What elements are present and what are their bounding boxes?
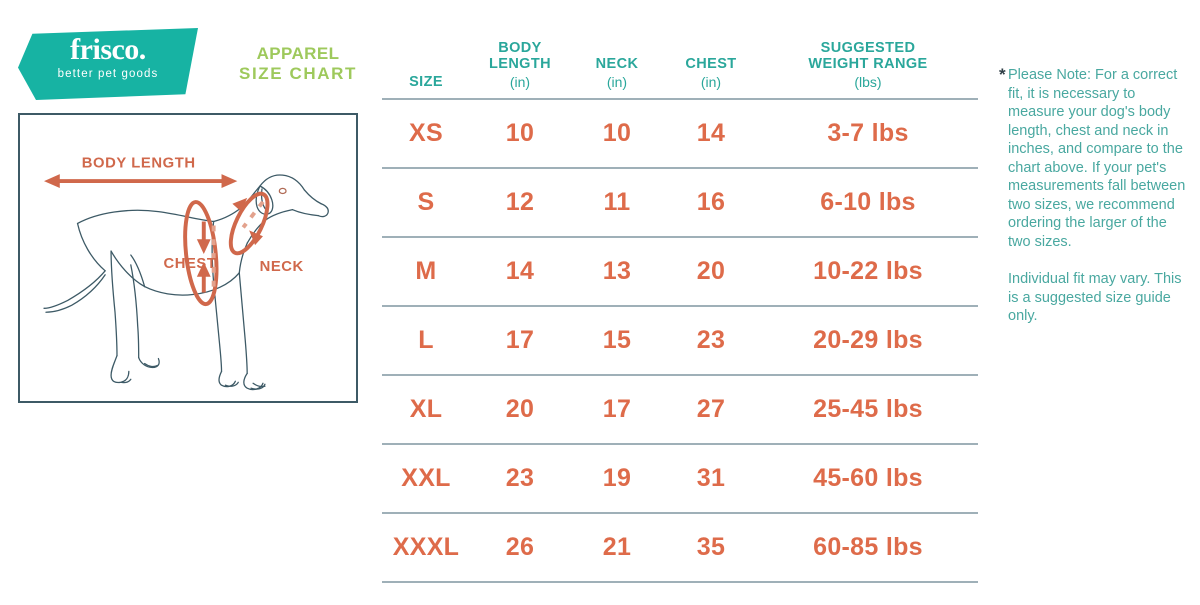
table-cell-body-length: 17 bbox=[470, 306, 570, 376]
note-paragraph-1: Please Note: For a correct fit, it is ne… bbox=[1008, 67, 1186, 250]
table-cell-weight: 10-22 lbs bbox=[758, 237, 978, 307]
table-row: S 12 11 16 6-10 lbs bbox=[382, 168, 978, 238]
table-cell-weight: 6-10 lbs bbox=[758, 168, 978, 238]
page-title-line1: APPAREL bbox=[256, 44, 340, 63]
brand-logo: frisco. better pet goods bbox=[18, 28, 198, 100]
table-cell-neck: 19 bbox=[570, 444, 664, 514]
column-header-chest-label: CHEST bbox=[685, 56, 737, 72]
apparel-size-table: SIZE BODY LENGTH (in) NECK (in) CHEST (i… bbox=[382, 40, 978, 583]
page-title-line2: SIZE CHART bbox=[239, 64, 357, 83]
table-cell-body-length: 10 bbox=[470, 99, 570, 169]
table-cell-chest: 35 bbox=[664, 513, 758, 583]
table-cell-size: XL bbox=[382, 375, 470, 445]
chest-label: CHEST bbox=[163, 256, 216, 272]
logo-banner-shape bbox=[18, 28, 198, 100]
table-cell-neck: 21 bbox=[570, 513, 664, 583]
column-header-size-label: SIZE bbox=[409, 74, 443, 90]
column-header-body-length-unit: (in) bbox=[509, 74, 531, 90]
table-cell-weight: 3-7 lbs bbox=[758, 99, 978, 169]
column-header-neck: NECK (in) bbox=[570, 40, 664, 100]
table-cell-size: XS bbox=[382, 99, 470, 169]
column-header-neck-unit: (in) bbox=[606, 74, 628, 90]
table-cell-size: XXL bbox=[382, 444, 470, 514]
table-row: XXXL 26 21 35 60-85 lbs bbox=[382, 513, 978, 583]
column-header-body-length-line1: BODY bbox=[498, 40, 542, 56]
page-title: APPAREL SIZE CHART bbox=[228, 44, 368, 84]
table-cell-chest: 20 bbox=[664, 237, 758, 307]
table-cell-weight: 60-85 lbs bbox=[758, 513, 978, 583]
table-row: L 17 15 23 20-29 lbs bbox=[382, 306, 978, 376]
table-cell-body-length: 12 bbox=[470, 168, 570, 238]
column-header-weight-range-unit: (lbs) bbox=[854, 74, 882, 90]
table-cell-chest: 23 bbox=[664, 306, 758, 376]
table-row: XXL 23 19 31 45-60 lbs bbox=[382, 444, 978, 514]
table-cell-size: L bbox=[382, 306, 470, 376]
please-note-block: * Please Note: For a correct fit, it is … bbox=[999, 66, 1190, 326]
table-cell-body-length: 26 bbox=[470, 513, 570, 583]
column-header-weight-range-line2: WEIGHT RANGE bbox=[808, 56, 928, 72]
dog-outline-icon bbox=[43, 174, 329, 391]
table-cell-neck: 15 bbox=[570, 306, 664, 376]
chest-girth-icon bbox=[183, 200, 219, 307]
logo-tagline: better pet goods bbox=[57, 68, 159, 80]
body-length-label: BODY LENGTH bbox=[82, 155, 196, 171]
body-length-arrow-icon bbox=[44, 174, 238, 188]
column-header-chest: CHEST (in) bbox=[664, 40, 758, 100]
column-header-body-length: BODY LENGTH (in) bbox=[470, 40, 570, 100]
table-cell-body-length: 14 bbox=[470, 237, 570, 307]
dog-measurement-diagram: BODY LENGTH CHEST NECK bbox=[18, 113, 358, 403]
table-cell-neck: 10 bbox=[570, 99, 664, 169]
table-cell-neck: 13 bbox=[570, 237, 664, 307]
table-row: M 14 13 20 10-22 lbs bbox=[382, 237, 978, 307]
table-cell-weight: 45-60 lbs bbox=[758, 444, 978, 514]
table-cell-neck: 11 bbox=[570, 168, 664, 238]
column-header-size: SIZE bbox=[382, 40, 470, 100]
table-cell-size: M bbox=[382, 237, 470, 307]
table-cell-size: S bbox=[382, 168, 470, 238]
column-header-neck-label: NECK bbox=[595, 56, 639, 72]
note-paragraph-2: Individual fit may vary. This is a sugge… bbox=[1008, 271, 1182, 324]
table-cell-body-length: 23 bbox=[470, 444, 570, 514]
table-cell-chest: 16 bbox=[664, 168, 758, 238]
table-cell-size: XXXL bbox=[382, 513, 470, 583]
column-header-weight-range: SUGGESTED WEIGHT RANGE (lbs) bbox=[758, 40, 978, 100]
table-cell-chest: 14 bbox=[664, 99, 758, 169]
column-header-weight-range-line1: SUGGESTED bbox=[820, 40, 916, 56]
table-cell-body-length: 20 bbox=[470, 375, 570, 445]
asterisk-marker: * bbox=[999, 65, 1006, 84]
table-cell-weight: 20-29 lbs bbox=[758, 306, 978, 376]
table-header-row: SIZE BODY LENGTH (in) NECK (in) CHEST (i… bbox=[382, 40, 978, 100]
neck-label: NECK bbox=[260, 259, 304, 275]
table-cell-chest: 31 bbox=[664, 444, 758, 514]
column-header-chest-unit: (in) bbox=[700, 74, 722, 90]
logo-wordmark: frisco. bbox=[70, 33, 146, 66]
table-row: XL 20 17 27 25-45 lbs bbox=[382, 375, 978, 445]
table-cell-chest: 27 bbox=[664, 375, 758, 445]
table-cell-neck: 17 bbox=[570, 375, 664, 445]
neck-girth-icon bbox=[228, 191, 270, 256]
table-row: XS 10 10 14 3-7 lbs bbox=[382, 99, 978, 169]
column-header-body-length-line2: LENGTH bbox=[488, 56, 551, 72]
table-cell-weight: 25-45 lbs bbox=[758, 375, 978, 445]
